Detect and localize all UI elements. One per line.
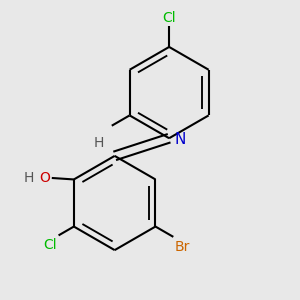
Text: N: N (174, 132, 186, 147)
Text: H: H (93, 136, 104, 150)
Text: O: O (39, 171, 50, 185)
Text: Cl: Cl (162, 11, 176, 25)
Text: Cl: Cl (44, 238, 57, 252)
Text: H: H (23, 171, 34, 185)
Text: Br: Br (175, 240, 190, 254)
